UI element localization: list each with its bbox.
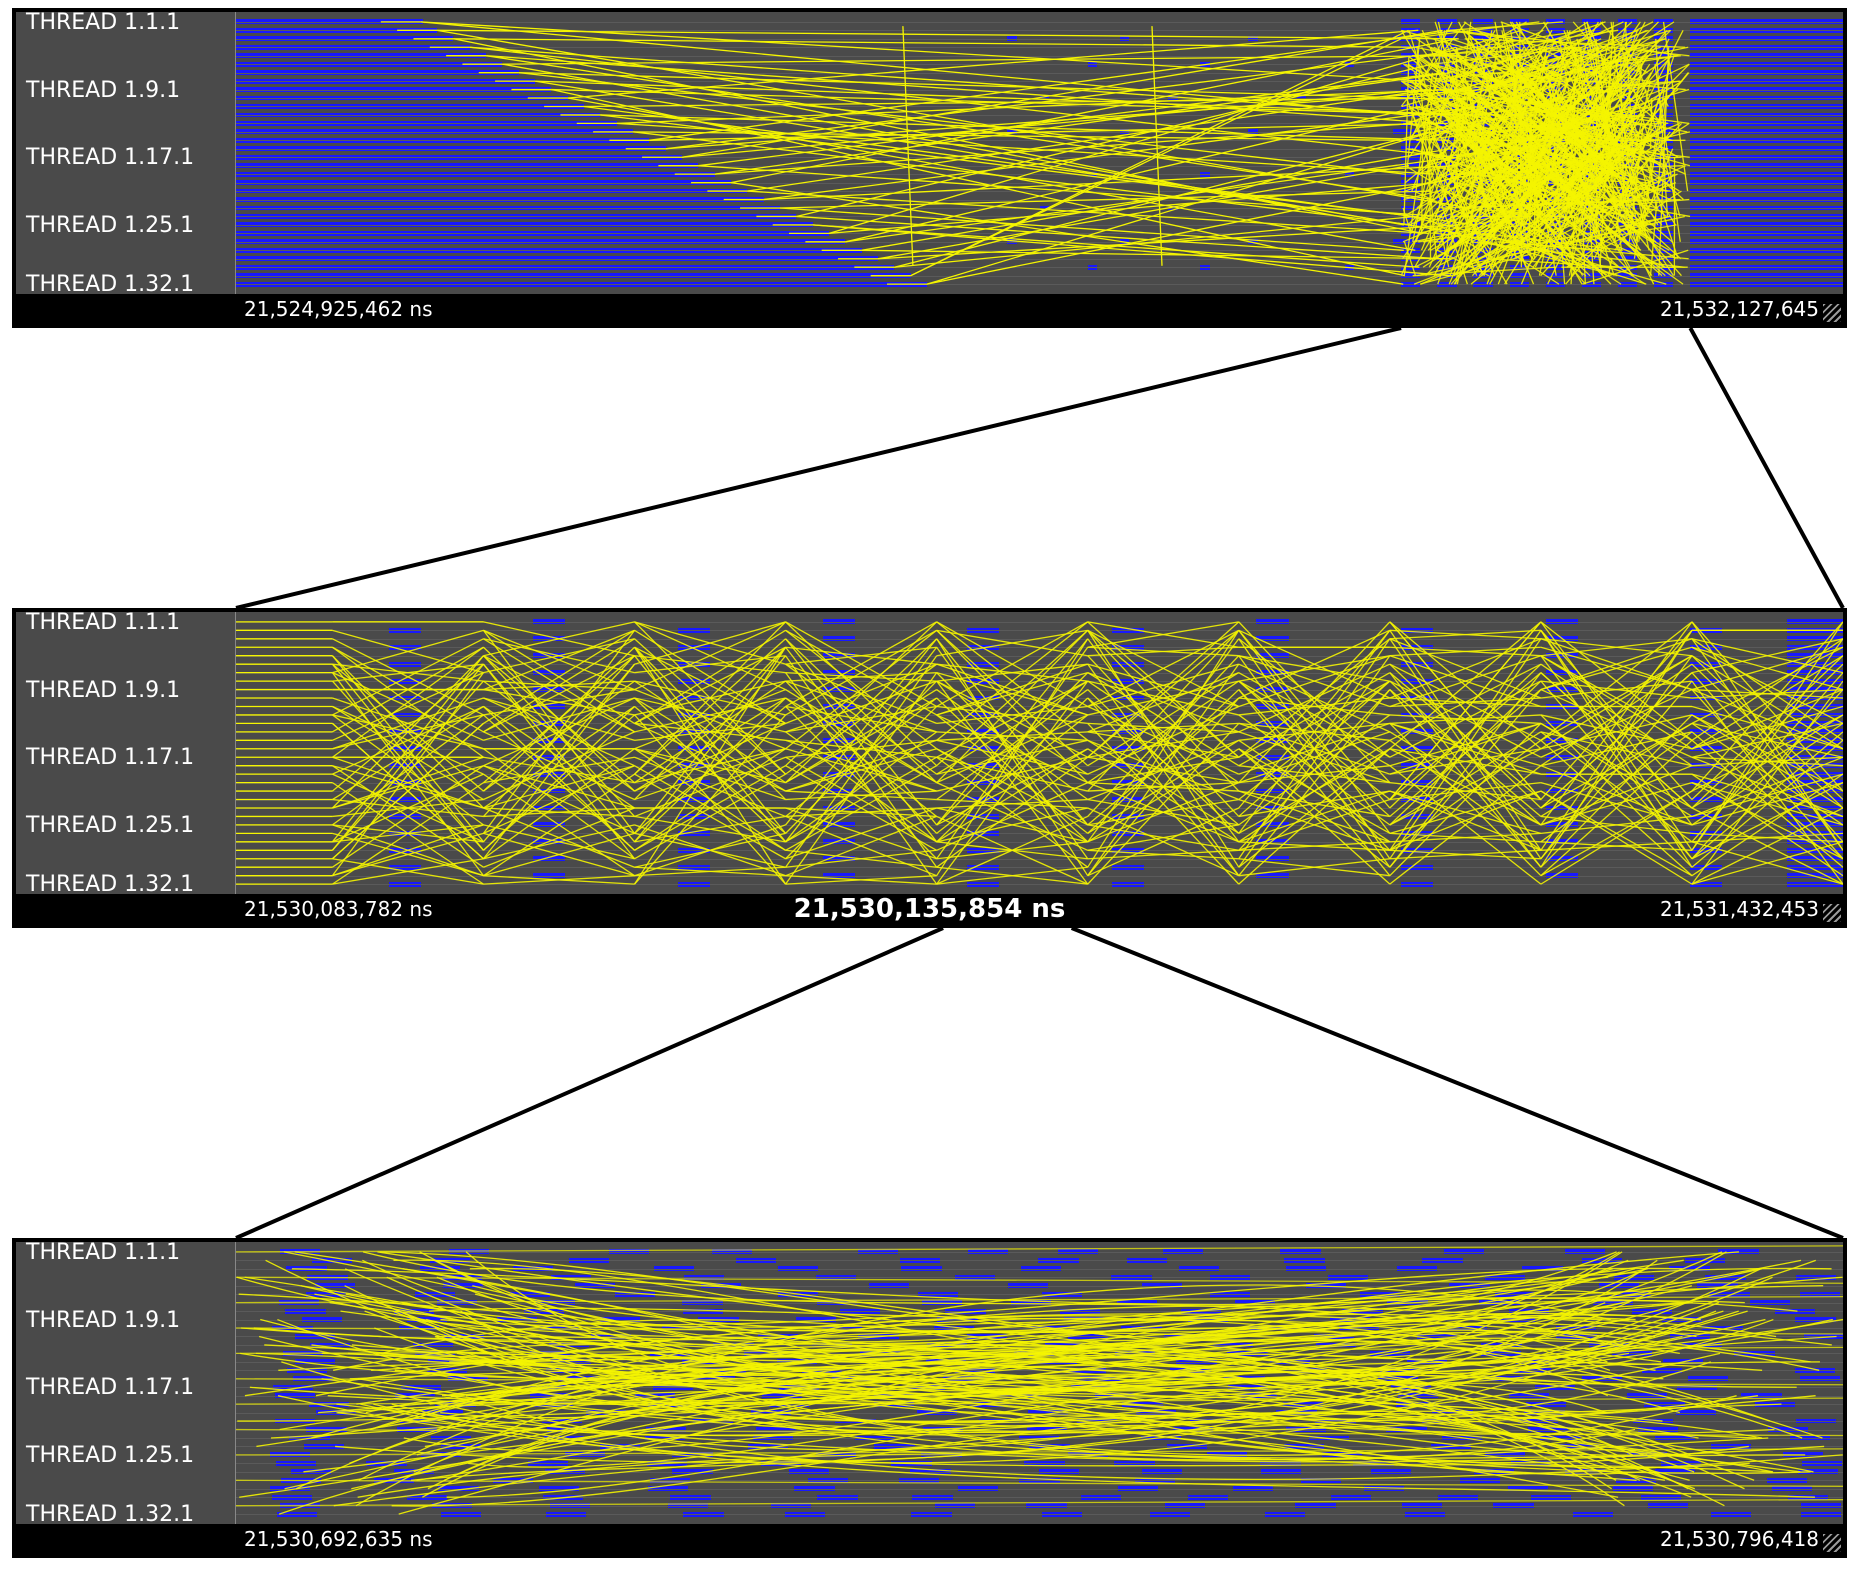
time-axis: 21,530,692,635 ns 21,530,796,418 (16, 1524, 1843, 1554)
thread-label: THREAD 1.1.1 (26, 1240, 180, 1265)
time-end-label: 21,530,796,418 (1660, 1527, 1819, 1551)
time-axis: 21,530,083,782 ns 21,530,135,854 ns 21,5… (16, 894, 1843, 924)
resize-grip-icon[interactable] (1823, 904, 1841, 922)
thread-label: THREAD 1.9.1 (26, 78, 180, 103)
time-end-label: 21,531,432,453 (1660, 897, 1819, 921)
time-start-label: 21,530,692,635 ns (244, 1527, 433, 1551)
time-start-label: 21,530,083,782 ns (244, 897, 433, 921)
thread-label: THREAD 1.17.1 (26, 145, 194, 170)
resize-grip-icon[interactable] (1823, 304, 1841, 322)
thread-label: THREAD 1.25.1 (26, 813, 194, 838)
trace-panel-2: THREAD 1.1.1 THREAD 1.9.1 THREAD 1.17.1 THR… (12, 608, 1847, 928)
trace-panel-3: THREAD 1.1.1 THREAD 1.9.1 THREAD 1.17.1 THR… (12, 1238, 1847, 1558)
thread-label: THREAD 1.9.1 (26, 678, 180, 703)
thread-label: THREAD 1.25.1 (26, 1443, 194, 1468)
thread-label: THREAD 1.1.1 (26, 10, 180, 35)
thread-label: THREAD 1.1.1 (26, 610, 180, 635)
trace-panel-1: THREAD 1.1.1 THREAD 1.9.1 THREAD 1.17.1 THR… (12, 8, 1847, 328)
trace-plot[interactable] (236, 12, 1843, 294)
trace-plot[interactable] (236, 1242, 1843, 1524)
thread-label: THREAD 1.25.1 (26, 213, 194, 238)
thread-label: THREAD 1.17.1 (26, 745, 194, 770)
time-cursor-label: 21,530,135,854 ns (794, 894, 1066, 924)
resize-grip-icon[interactable] (1823, 1534, 1841, 1552)
thread-label: THREAD 1.17.1 (26, 1375, 194, 1400)
panel-body: THREAD 1.1.1 THREAD 1.9.1 THREAD 1.17.1 THR… (16, 12, 1843, 294)
trace-plot[interactable] (236, 612, 1843, 894)
time-axis: 21,524,925,462 ns 21,532,127,645 (16, 294, 1843, 324)
thread-label-column: THREAD 1.1.1 THREAD 1.9.1 THREAD 1.17.1 THR… (16, 612, 236, 894)
panel-body: THREAD 1.1.1 THREAD 1.9.1 THREAD 1.17.1 THR… (16, 1242, 1843, 1524)
thread-label-column: THREAD 1.1.1 THREAD 1.9.1 THREAD 1.17.1 THR… (16, 1242, 236, 1524)
time-end-label: 21,532,127,645 (1660, 297, 1819, 321)
thread-label: THREAD 1.9.1 (26, 1308, 180, 1333)
time-start-label: 21,524,925,462 ns (244, 297, 433, 321)
thread-label-column: THREAD 1.1.1 THREAD 1.9.1 THREAD 1.17.1 THR… (16, 12, 236, 294)
panel-body: THREAD 1.1.1 THREAD 1.9.1 THREAD 1.17.1 THR… (16, 612, 1843, 894)
